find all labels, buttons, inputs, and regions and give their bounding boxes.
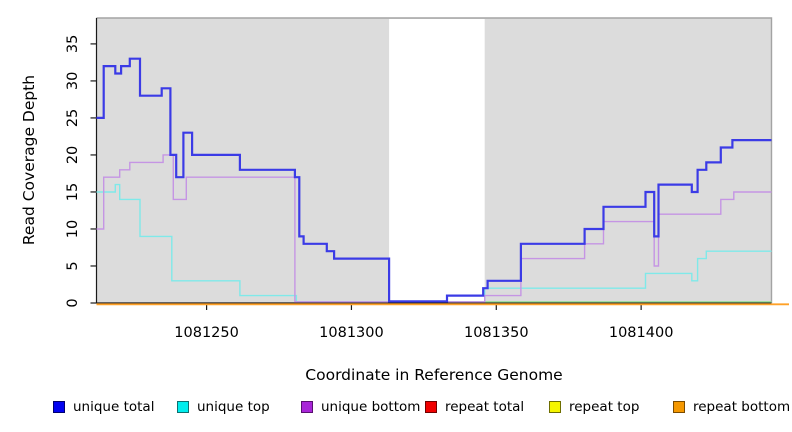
y-tick-label: 10: [65, 220, 81, 238]
legend-swatch-unique-total: [53, 401, 65, 413]
y-tick-label: 0: [65, 298, 81, 307]
legend-label: unique top: [197, 399, 270, 415]
x-tick-label: 1081400: [609, 325, 674, 341]
axis-lines: [95, 18, 772, 304]
legend-label: unique bottom: [321, 399, 421, 415]
legend-swatch-repeat-top: [549, 401, 561, 413]
legend-swatch-unique-top: [177, 401, 189, 413]
x-tick-label: 1081250: [174, 325, 239, 341]
y-tick-label: 15: [65, 183, 81, 201]
series-line-unique-total: [96, 57, 772, 303]
legend-label: repeat total: [445, 399, 525, 415]
legend-swatch-unique-bottom: [301, 401, 313, 413]
legend-swatch-repeat-total: [425, 401, 437, 413]
legend-swatch-repeat-bottom: [673, 401, 685, 413]
y-tick-label: 25: [65, 109, 81, 127]
x-tick-label: 1081350: [464, 325, 529, 341]
y-tick-label: 20: [65, 146, 81, 164]
y-tick-label: 30: [65, 72, 81, 90]
coverage-gap-band: [389, 18, 485, 304]
x-tick-label: 1081300: [319, 325, 384, 341]
legend-label: repeat top: [569, 399, 640, 415]
y-tick-label: 35: [65, 35, 81, 53]
legend-item-repeat-top: repeat top: [549, 398, 673, 416]
x-axis-title: Coordinate in Reference Genome: [305, 366, 563, 384]
legend-label: repeat bottom: [693, 399, 791, 415]
legend-item-unique-bottom: unique bottom: [301, 398, 425, 416]
legend-item-repeat-total: repeat total: [425, 398, 549, 416]
legend-item-unique-top: unique top: [177, 398, 301, 416]
legend-label: unique total: [73, 399, 155, 415]
series-line-unique-top: [96, 183, 772, 303]
chart-legend: unique total unique top unique bottom repea…: [53, 398, 792, 416]
legend-item-repeat-bottom: repeat bottom: [673, 398, 792, 416]
y-axis-title: Read Coverage Depth: [20, 74, 38, 246]
panel-border: [96, 17, 773, 303]
legend-item-unique-total: unique total: [53, 398, 177, 416]
y-tick-label: 5: [65, 261, 81, 270]
